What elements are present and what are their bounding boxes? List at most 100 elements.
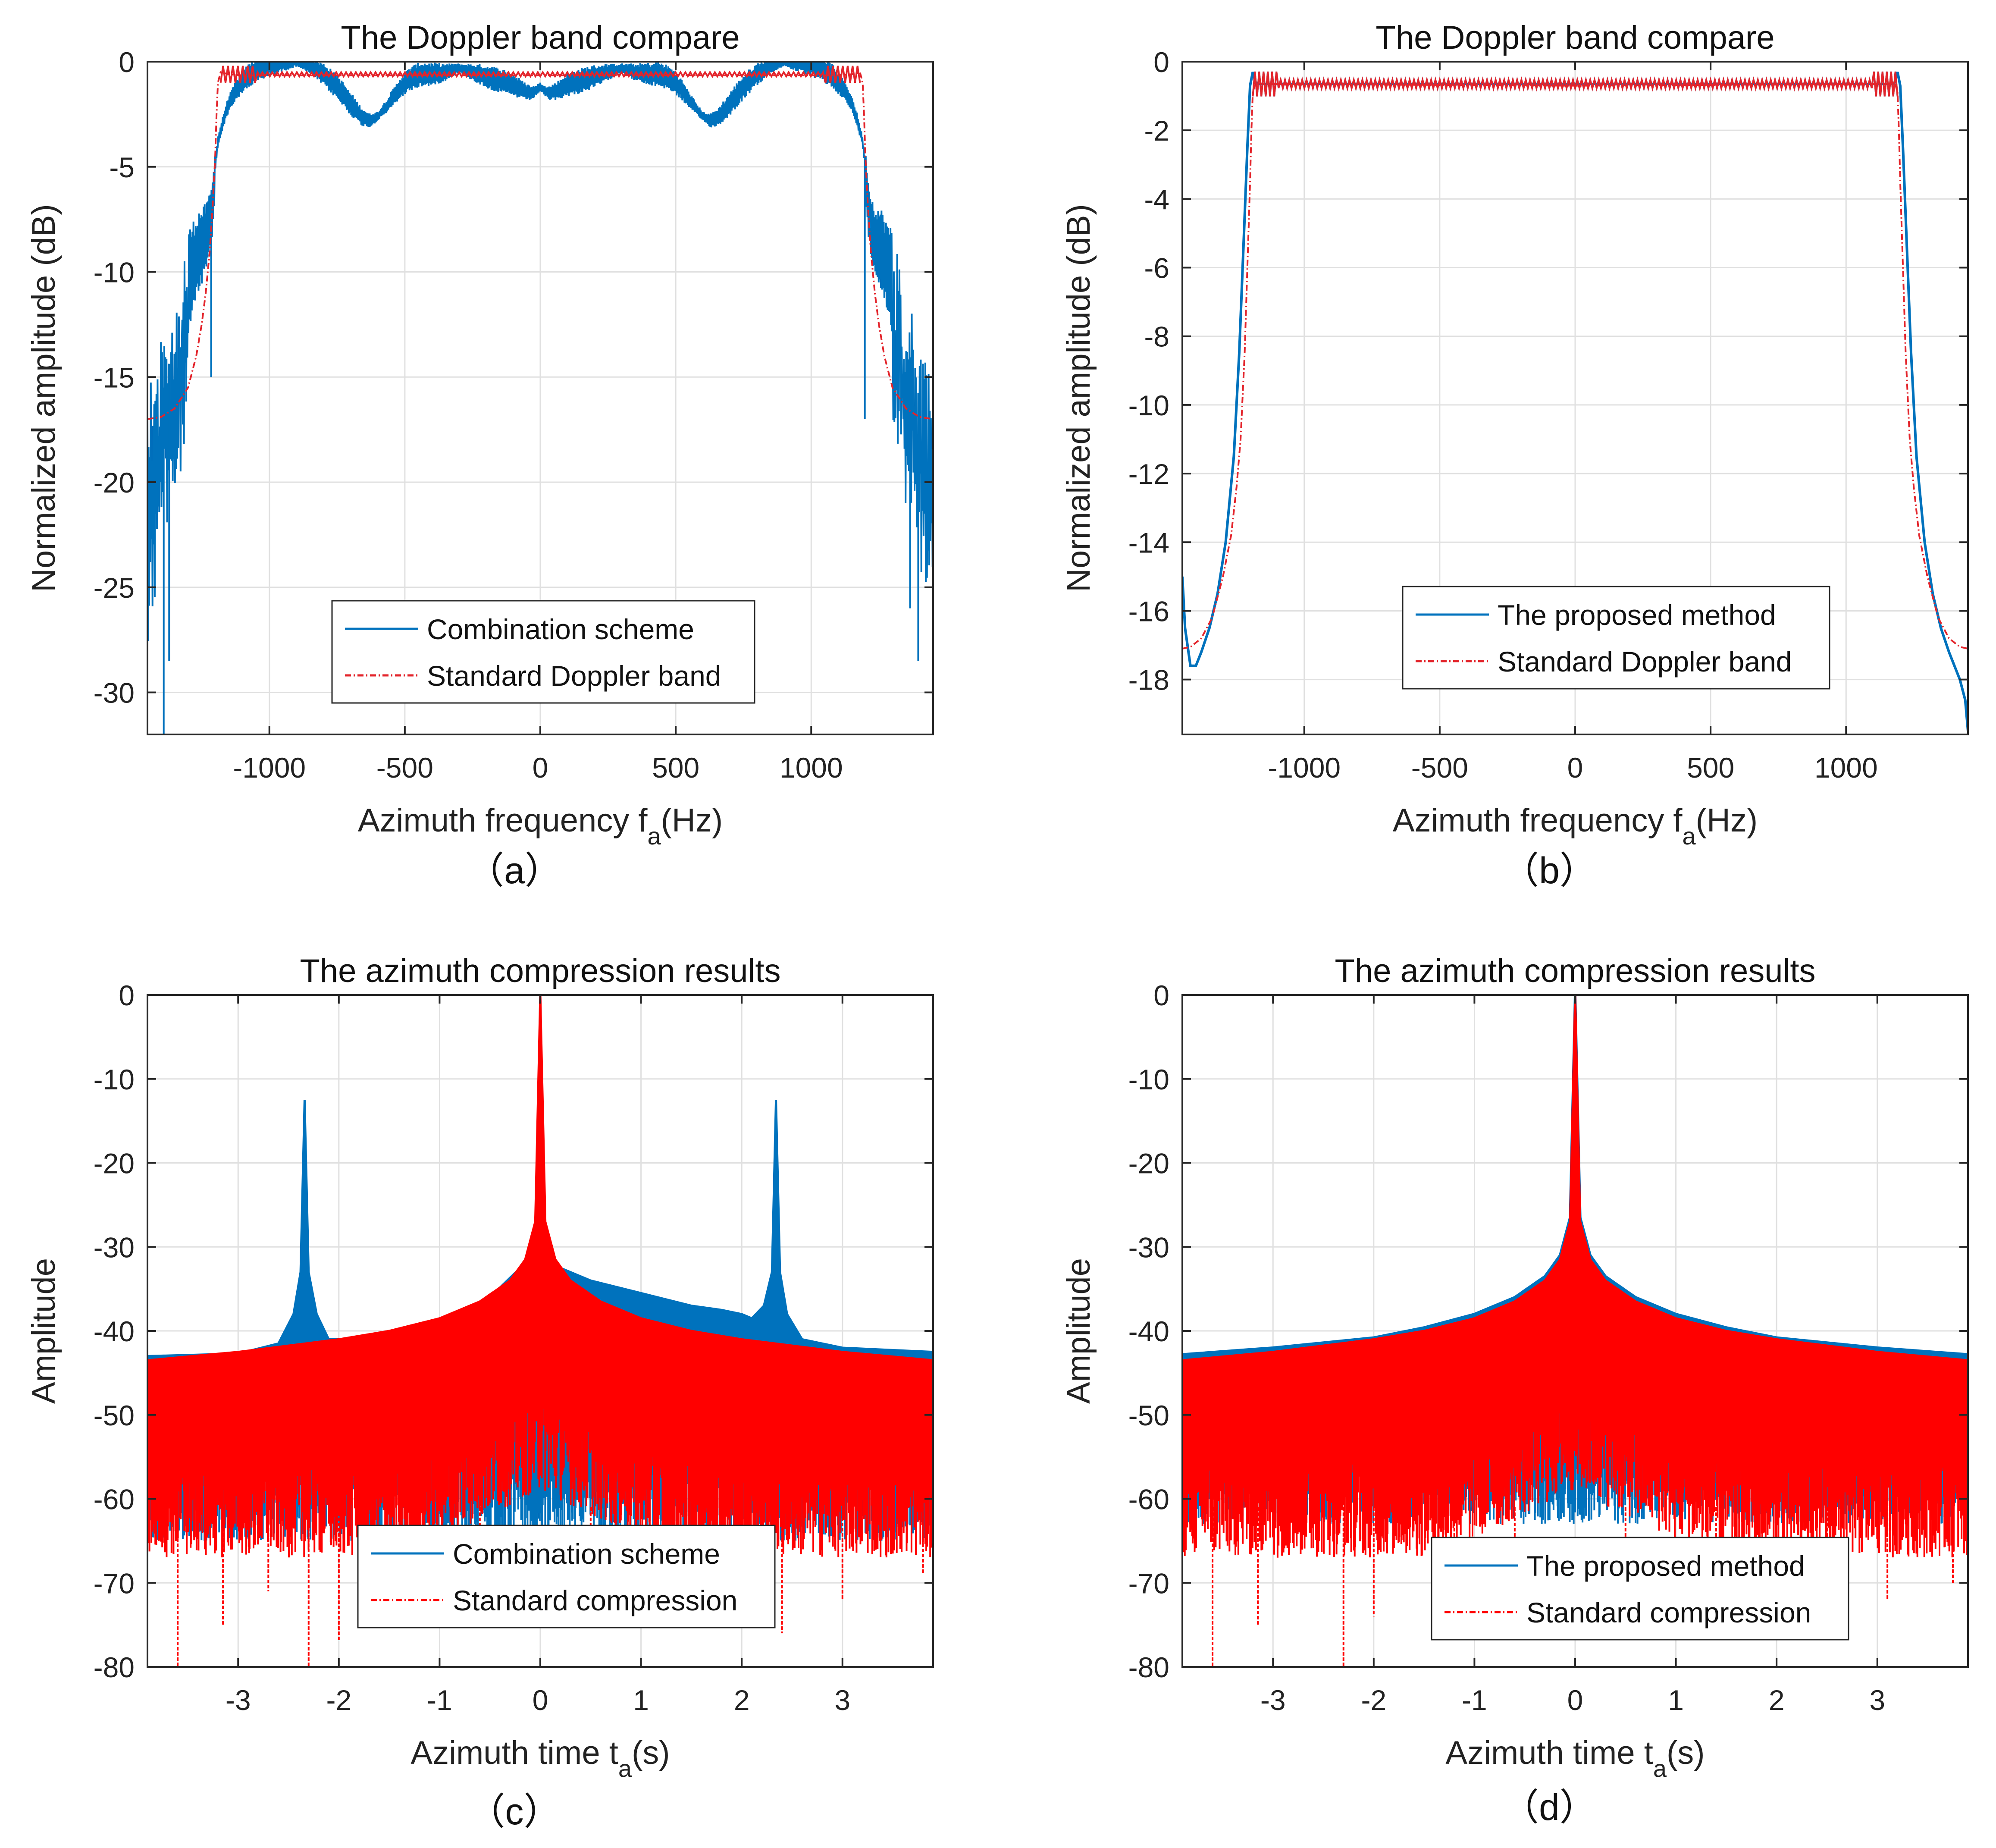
x-axis-label: Azimuth time ta(s): [410, 1735, 670, 1782]
legend-label: The proposed method: [1498, 599, 1776, 631]
series-standard-compression: [147, 995, 933, 1558]
y-tick-label: -40: [1128, 1315, 1169, 1347]
x-axis-label: Azimuth time ta(s): [1445, 1735, 1705, 1782]
y-tick-label: -50: [1128, 1399, 1169, 1431]
y-tick-label: -15: [94, 361, 135, 393]
x-tick-label: 1: [633, 1684, 649, 1716]
chart-title: The Doppler band compare: [341, 19, 739, 56]
y-tick-label: 0: [1153, 979, 1169, 1011]
x-axis-label-unit: (s): [1667, 1735, 1705, 1771]
x-tick-label: 500: [1687, 752, 1734, 784]
y-tick-label: -30: [94, 1231, 135, 1263]
y-tick-label: 0: [1153, 46, 1169, 78]
x-tick-label: -2: [326, 1684, 351, 1716]
y-tick-label: -12: [1128, 458, 1169, 490]
y-tick-label: -10: [94, 1064, 135, 1095]
x-tick-label: -3: [226, 1684, 251, 1716]
y-tick-label: -5: [109, 151, 135, 183]
x-tick-label: 1000: [1814, 752, 1878, 784]
x-tick-label: -1000: [1268, 752, 1341, 784]
legend-label: Standard Doppler band: [1498, 646, 1792, 678]
legend-label: Combination scheme: [453, 1538, 720, 1570]
series-combination-scheme: [147, 62, 933, 641]
legend: The proposed method Standard Doppler band: [1402, 586, 1830, 690]
series-the-proposed-method: [1182, 72, 1968, 731]
legend-label: Standard compression: [1526, 1597, 1811, 1628]
x-axis-label: Azimuth frequency fa(Hz): [1393, 802, 1758, 850]
x-tick-label: 0: [1567, 1684, 1583, 1716]
panel-caption: （a）: [467, 850, 562, 891]
x-axis-label-main: Azimuth time t: [1445, 1735, 1653, 1771]
x-tick-label: -1: [427, 1684, 452, 1716]
y-tick-label: -16: [1128, 595, 1169, 627]
x-axis-label-unit: (Hz): [661, 802, 723, 839]
y-axis-label: Amplitude: [25, 1258, 62, 1404]
y-tick-label: -10: [94, 257, 135, 289]
legend: Combination scheme Standard compression: [357, 1525, 776, 1628]
y-tick-label: -14: [1128, 527, 1169, 558]
tick-labels: -3 -2 -1 0 1 2 30-10-20-30-40-50-60-70-80: [94, 979, 851, 1716]
y-tick-label: -20: [94, 1148, 135, 1180]
y-axis-label: Normalized amplitude (dB): [1060, 204, 1097, 592]
y-tick-label: -60: [1128, 1484, 1169, 1515]
y-tick-label: -50: [94, 1399, 135, 1431]
grid: [147, 61, 933, 734]
x-tick-label: 1: [1668, 1684, 1684, 1716]
x-axis-label-main: Azimuth frequency f: [1393, 802, 1683, 839]
y-tick-label: 0: [119, 46, 135, 78]
series-the-proposed-method-envelope: [1182, 995, 1968, 1356]
x-tick-label: 0: [533, 752, 548, 784]
panel-caption: （d）: [1502, 1787, 1597, 1828]
legend-box: [1402, 586, 1830, 690]
chart-title: The Doppler band compare: [1376, 19, 1774, 56]
series-standard-compression-envelope: [147, 995, 933, 1362]
y-tick-label: -8: [1144, 321, 1169, 353]
y-tick-label: -20: [1128, 1148, 1169, 1180]
panel-caption: （c）: [468, 1791, 561, 1832]
y-axis-label: Amplitude: [1060, 1258, 1097, 1404]
series-standard-compression: [1182, 995, 1968, 1558]
plot-series: [147, 995, 933, 1667]
series-standard-doppler-band-ripple: [1252, 71, 1899, 97]
y-tick-label: -20: [94, 467, 135, 499]
y-tick-label: -4: [1144, 183, 1169, 215]
legend-label: Standard compression: [453, 1584, 737, 1616]
legend-label: Combination scheme: [427, 613, 694, 645]
plot-series: [147, 62, 933, 734]
y-tick-label: -18: [1128, 664, 1169, 696]
x-axis-label-subscript: a: [647, 822, 661, 850]
x-axis-label-unit: (Hz): [1696, 802, 1758, 839]
x-tick-label: 0: [1567, 752, 1583, 784]
series-standard-compression-envelope: [1182, 995, 1968, 1362]
legend-box: [331, 600, 755, 704]
x-tick-label: -1000: [233, 752, 306, 784]
x-axis-label-subscript: a: [1682, 822, 1696, 850]
y-tick-label: -30: [94, 677, 135, 709]
x-tick-label: -500: [1411, 752, 1468, 784]
y-tick-label: -10: [1128, 389, 1169, 421]
x-axis-label-main: Azimuth frequency f: [358, 802, 648, 839]
legend-label: The proposed method: [1526, 1550, 1805, 1582]
legend-label: Standard Doppler band: [427, 660, 721, 692]
legend-box: [357, 1525, 776, 1628]
legend-box: [1431, 1537, 1849, 1641]
y-tick-label: -40: [94, 1315, 135, 1347]
y-tick-label: -30: [1128, 1231, 1169, 1263]
x-axis-label-subscript: a: [1653, 1755, 1667, 1782]
x-tick-label: 500: [652, 752, 699, 784]
x-tick-label: -500: [376, 752, 433, 784]
x-axis-label-main: Azimuth time t: [410, 1735, 618, 1771]
panel-caption: （b）: [1502, 850, 1597, 891]
chart-panel-a: -1000 -500 0 500 1000 0 -5 -10 -15 -20 -25 -30 The D…: [25, 19, 934, 891]
x-tick-label: 0: [533, 1684, 548, 1716]
y-tick-label: -70: [1128, 1567, 1169, 1599]
x-tick-label: 1000: [780, 752, 843, 784]
y-tick-label: -10: [1128, 1064, 1169, 1095]
grid: [1182, 61, 1968, 734]
x-tick-label: -2: [1361, 1684, 1386, 1716]
series-standard-doppler-band-ripple: [219, 66, 861, 83]
x-tick-label: 3: [834, 1684, 850, 1716]
x-tick-label: 2: [734, 1684, 750, 1716]
